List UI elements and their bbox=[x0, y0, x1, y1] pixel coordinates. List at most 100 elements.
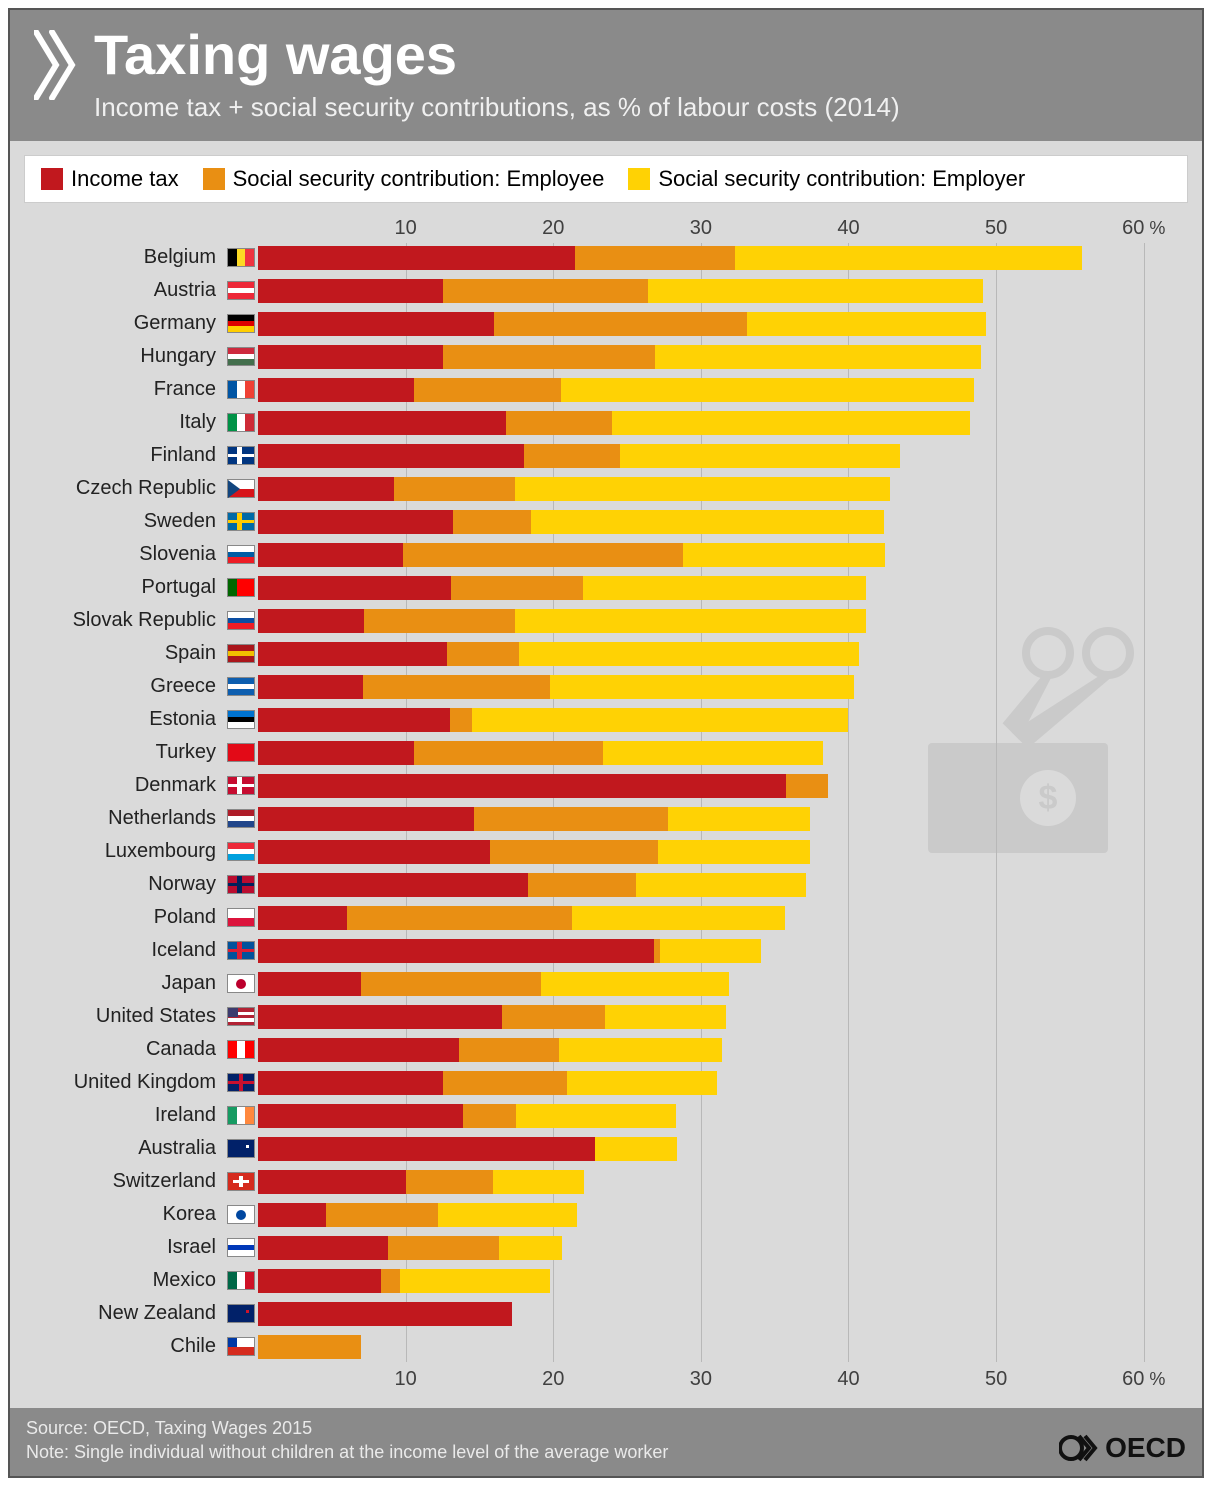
bar-cell bbox=[258, 1071, 1188, 1095]
bar-segment bbox=[648, 279, 983, 303]
flag-cell bbox=[224, 776, 258, 795]
bar-segment bbox=[502, 1005, 605, 1029]
bar-segment bbox=[258, 1170, 406, 1194]
bar-segment bbox=[414, 741, 603, 765]
legend-label: Social security contribution: Employer bbox=[658, 166, 1025, 192]
bar-segment bbox=[258, 972, 361, 996]
country-label: Portugal bbox=[24, 576, 224, 599]
country-label: Chile bbox=[24, 1335, 224, 1358]
flag-icon bbox=[227, 347, 255, 366]
country-label: Japan bbox=[24, 972, 224, 995]
bar-segment bbox=[258, 873, 528, 897]
axis-tick-label: 30 bbox=[690, 1368, 712, 1391]
country-label: Slovenia bbox=[24, 543, 224, 566]
flag-icon bbox=[227, 248, 255, 267]
bar-segment bbox=[258, 774, 786, 798]
bar-segment bbox=[603, 741, 823, 765]
country-label: Iceland bbox=[24, 939, 224, 962]
bar-segment bbox=[258, 543, 403, 567]
x-axis-top: 102030405060 bbox=[258, 217, 1188, 243]
bar-cell bbox=[258, 543, 1188, 567]
bar-row: Korea bbox=[24, 1200, 1188, 1230]
flag-cell bbox=[224, 1172, 258, 1191]
bar-row: Canada bbox=[24, 1035, 1188, 1065]
bar-row: Finland bbox=[24, 441, 1188, 471]
flag-icon bbox=[227, 380, 255, 399]
bar-cell bbox=[258, 906, 1188, 930]
bar-segment bbox=[326, 1203, 438, 1227]
flag-icon bbox=[227, 512, 255, 531]
legend-swatch bbox=[628, 168, 650, 190]
bar-cell bbox=[258, 510, 1188, 534]
bar-row: Germany bbox=[24, 309, 1188, 339]
axis-tick-label: 30 bbox=[690, 217, 712, 240]
flag-cell bbox=[224, 347, 258, 366]
bar-cell bbox=[258, 576, 1188, 600]
bar-row: New Zealand bbox=[24, 1299, 1188, 1329]
bar-row: Greece bbox=[24, 672, 1188, 702]
country-label: Mexico bbox=[24, 1269, 224, 1292]
bar-segment bbox=[515, 609, 866, 633]
bar-segment bbox=[258, 807, 474, 831]
flag-icon bbox=[227, 611, 255, 630]
bar-segment bbox=[258, 1038, 459, 1062]
country-label: Denmark bbox=[24, 774, 224, 797]
bar-segment bbox=[541, 972, 728, 996]
bar-row: Australia bbox=[24, 1134, 1188, 1164]
country-label: Poland bbox=[24, 906, 224, 929]
flag-icon bbox=[227, 314, 255, 333]
flag-icon bbox=[227, 1106, 255, 1125]
flag-cell bbox=[224, 1271, 258, 1290]
bar-segment bbox=[388, 1236, 499, 1260]
country-label: Hungary bbox=[24, 345, 224, 368]
footer: Source: OECD, Taxing Wages 2015 Note: Si… bbox=[10, 1408, 1202, 1477]
bar-cell bbox=[258, 939, 1188, 963]
flag-icon bbox=[227, 446, 255, 465]
flag-icon bbox=[227, 578, 255, 597]
bar-row: Poland bbox=[24, 903, 1188, 933]
bar-row: Norway bbox=[24, 870, 1188, 900]
bar-segment bbox=[683, 543, 885, 567]
flag-icon bbox=[227, 941, 255, 960]
bar-segment bbox=[612, 411, 969, 435]
bar-cell bbox=[258, 1203, 1188, 1227]
flag-cell bbox=[224, 875, 258, 894]
bar-row: Japan bbox=[24, 969, 1188, 999]
bar-segment bbox=[258, 1137, 595, 1161]
country-label: Austria bbox=[24, 279, 224, 302]
flag-cell bbox=[224, 413, 258, 432]
bar-row: Austria bbox=[24, 276, 1188, 306]
bar-segment bbox=[443, 345, 656, 369]
bar-segment bbox=[258, 906, 347, 930]
flag-icon bbox=[227, 1139, 255, 1158]
header: Taxing wages Income tax + social securit… bbox=[10, 10, 1202, 141]
country-label: Switzerland bbox=[24, 1170, 224, 1193]
bar-cell bbox=[258, 741, 1188, 765]
bar-segment bbox=[490, 840, 658, 864]
bar-cell bbox=[258, 1269, 1188, 1293]
bar-segment bbox=[572, 906, 785, 930]
bar-segment bbox=[447, 642, 519, 666]
note-text: Note: Single individual without children… bbox=[26, 1440, 668, 1464]
bar-segment bbox=[406, 1170, 493, 1194]
bar-row: Belgium bbox=[24, 243, 1188, 273]
bar-row: United States bbox=[24, 1002, 1188, 1032]
bar-segment bbox=[403, 543, 683, 567]
axis-tick-label: 50 bbox=[985, 1368, 1007, 1391]
bar-row: Slovak Republic bbox=[24, 606, 1188, 636]
bar-segment bbox=[258, 609, 364, 633]
bar-segment bbox=[443, 279, 648, 303]
legend-swatch bbox=[41, 168, 63, 190]
bar-segment bbox=[531, 510, 884, 534]
chart-card: Taxing wages Income tax + social securit… bbox=[8, 8, 1204, 1478]
bar-cell bbox=[258, 444, 1188, 468]
legend-swatch bbox=[203, 168, 225, 190]
legend-item: Social security contribution: Employer bbox=[628, 166, 1025, 192]
bar-segment bbox=[474, 807, 669, 831]
bar-segment bbox=[258, 741, 414, 765]
flag-icon bbox=[227, 545, 255, 564]
flag-cell bbox=[224, 974, 258, 993]
country-label: Norway bbox=[24, 873, 224, 896]
bar-segment bbox=[361, 972, 541, 996]
flag-cell bbox=[224, 314, 258, 333]
